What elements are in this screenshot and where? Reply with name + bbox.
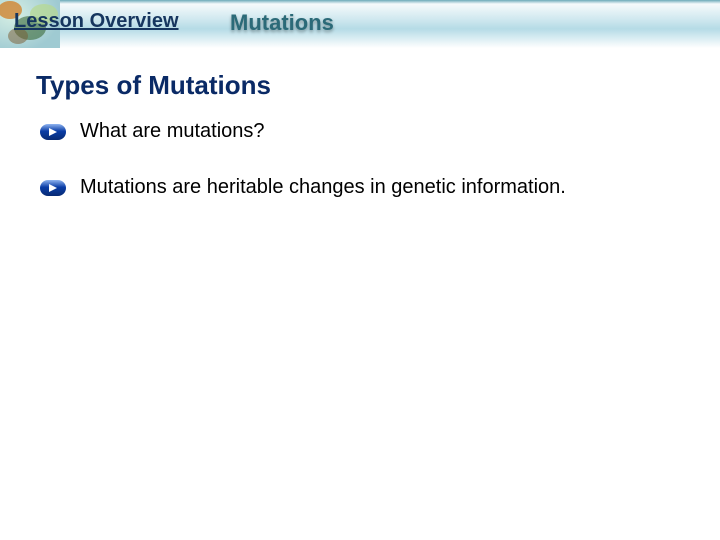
bullet-text: Mutations are heritable changes in genet…	[80, 176, 566, 199]
header-topic: Mutations	[230, 10, 334, 36]
bullet-item: What are mutations?	[40, 120, 265, 143]
bullet-text: What are mutations?	[80, 120, 265, 143]
section-title: Types of Mutations	[36, 70, 271, 101]
bullet-item: Mutations are heritable changes in genet…	[40, 176, 566, 199]
slide: Lesson Overview Mutations Types of Mutat…	[0, 0, 720, 540]
bullet-icon	[40, 123, 66, 141]
lesson-overview-label: Lesson Overview	[14, 10, 179, 33]
bullet-icon	[40, 179, 66, 197]
